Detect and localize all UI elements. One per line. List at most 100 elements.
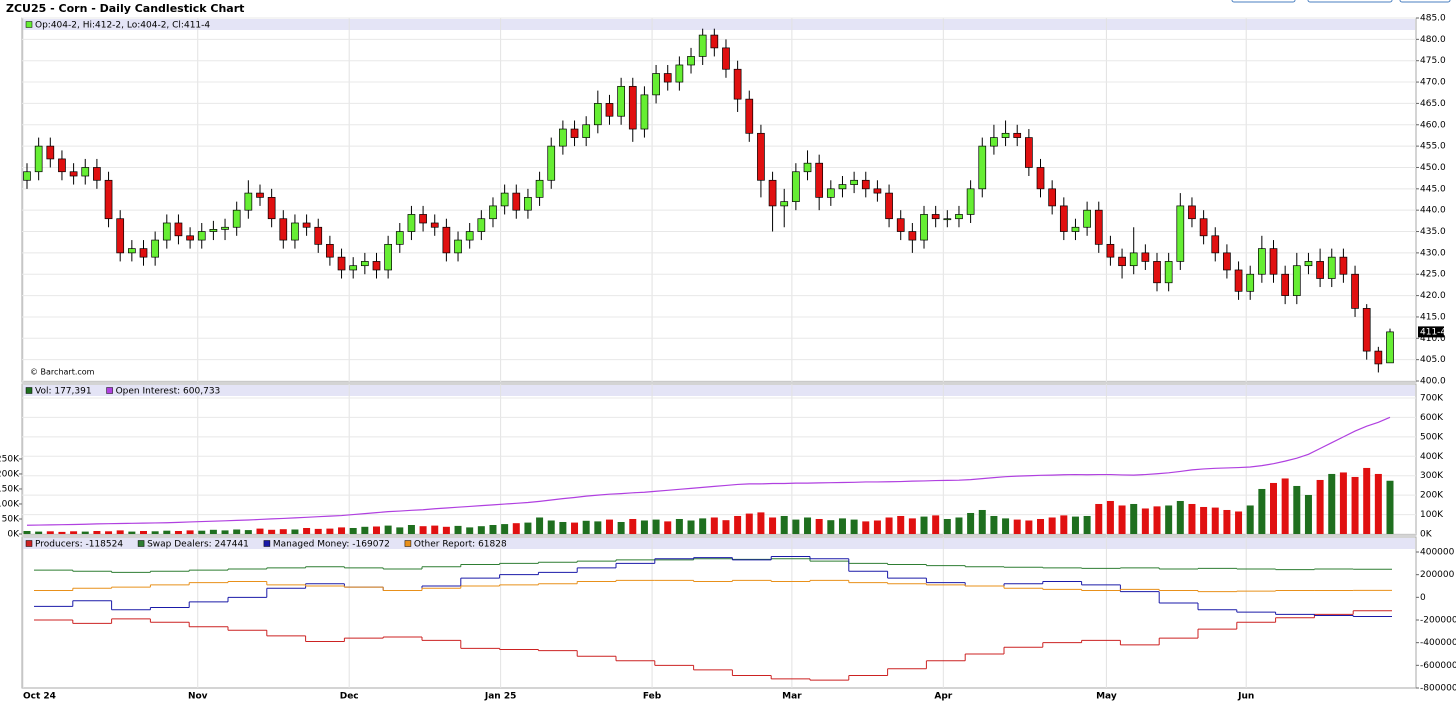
volume-bar	[1363, 467, 1371, 534]
candle-body	[395, 231, 404, 245]
volume-bar	[419, 526, 427, 534]
legend-strip	[23, 19, 1415, 30]
volume-bar	[582, 520, 590, 534]
volume-bar	[489, 524, 497, 534]
legend-swatch	[106, 387, 113, 394]
candle-body	[1246, 273, 1255, 292]
candle-body	[360, 261, 369, 267]
volume-bar	[1013, 519, 1021, 534]
volume-bar	[675, 518, 683, 534]
volume-bar	[850, 519, 858, 534]
candle-body	[1386, 331, 1394, 364]
candle-body	[302, 222, 311, 228]
candle-body	[559, 128, 567, 147]
candle-body	[652, 73, 660, 96]
y-tick-label: 100K	[0, 499, 20, 509]
candle-body	[465, 231, 474, 241]
candle-body	[733, 68, 742, 100]
volume-bar	[244, 530, 252, 534]
candle-body	[896, 218, 905, 232]
y-tick-label: -400000	[1420, 638, 1456, 648]
x-tick-label: Apr	[934, 692, 952, 702]
y2-tick-label: 500K	[1420, 432, 1444, 442]
candle-body	[1339, 256, 1348, 275]
legend-strip	[23, 385, 1415, 396]
candle-body	[407, 214, 416, 232]
volume-bar	[1083, 515, 1091, 534]
y2-tick-label: 300K	[1420, 471, 1444, 481]
volume-bar	[1339, 472, 1347, 534]
volume-bar	[571, 522, 579, 534]
volume-bar	[536, 517, 544, 534]
y-tick-label: 200K	[0, 469, 20, 479]
volume-bar	[35, 531, 43, 534]
volume-bar	[1211, 507, 1219, 534]
candle-body	[966, 188, 975, 215]
y-tick-label: 150K	[0, 484, 20, 494]
candle-body	[1083, 209, 1091, 228]
volume-bar	[163, 530, 171, 534]
candle-body	[174, 222, 183, 237]
volume-bar	[81, 531, 89, 534]
candle-body	[1269, 248, 1278, 275]
x-tick-label: Feb	[643, 692, 662, 702]
volume-bar	[186, 530, 194, 534]
candle-body	[93, 167, 101, 181]
candle-body	[1071, 226, 1080, 232]
legend-label: Other Report: 61828	[414, 540, 507, 550]
volume-bar	[897, 515, 905, 534]
volume-bar	[70, 531, 78, 534]
volume-bar	[326, 528, 334, 534]
y-tick-label: 250K	[0, 454, 20, 464]
candle-body	[221, 226, 229, 230]
volume-bar	[745, 513, 753, 534]
candle-body	[757, 132, 765, 181]
y2-tick-label: 200K	[1420, 491, 1444, 501]
volume-bar	[1386, 480, 1394, 534]
y-tick-label: 430.0	[1420, 248, 1446, 258]
candle-body	[314, 226, 323, 245]
candle-body	[955, 214, 963, 220]
legend-label: Producers: -118524	[35, 540, 123, 550]
candle-body	[349, 265, 358, 271]
y-tick-label: 480.0	[1420, 35, 1446, 45]
volume-bar	[174, 530, 182, 534]
volume-bar	[699, 518, 707, 534]
legend-label: Open Interest: 600,733	[116, 387, 221, 397]
candle-body	[1211, 235, 1220, 254]
candle-body	[990, 137, 998, 147]
volume-bar	[1002, 518, 1010, 534]
candle-body	[745, 98, 754, 134]
volume-bar	[908, 518, 916, 534]
x-tick-label: Jan 25	[484, 692, 517, 702]
x-tick-label: Nov	[188, 692, 208, 702]
candle-body	[1362, 308, 1371, 352]
candle-body	[803, 162, 812, 173]
y-tick-label: 450.0	[1420, 163, 1446, 173]
volume-bar	[151, 531, 159, 534]
candle-body	[861, 179, 870, 190]
y2-tick-label: 0K	[1420, 530, 1433, 540]
legend-label: Vol: 177,391	[35, 387, 92, 397]
candle-body	[675, 64, 684, 83]
button[interactable]	[1231, 0, 1296, 3]
volume-bar	[1060, 515, 1068, 534]
button[interactable]	[1399, 0, 1451, 3]
volume-bar	[1235, 511, 1243, 534]
candle-body	[1304, 261, 1313, 267]
button[interactable]	[1307, 0, 1393, 3]
candle-body	[1059, 205, 1068, 232]
volume-bar	[873, 520, 881, 534]
candle-body	[454, 239, 462, 254]
volume-bar	[1304, 494, 1312, 534]
candle-body	[186, 235, 194, 241]
volume-bar	[268, 529, 276, 534]
volume-bar	[233, 529, 241, 534]
candle-body	[1234, 269, 1243, 292]
candle-body	[419, 214, 427, 224]
volume-bar	[349, 527, 357, 534]
y-tick-label: 440.0	[1420, 206, 1446, 216]
y-tick-label: 455.0	[1420, 142, 1446, 152]
volume-bar	[1316, 479, 1324, 534]
volume-bar	[605, 519, 613, 534]
